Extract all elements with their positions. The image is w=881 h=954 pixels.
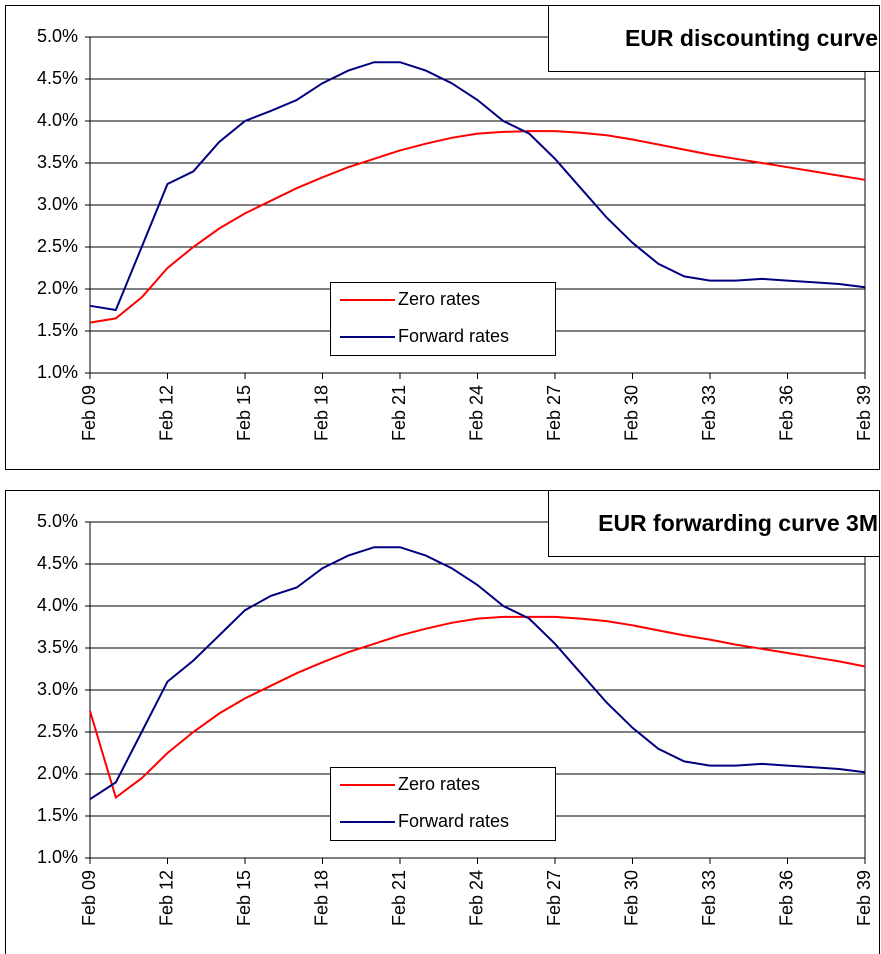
- y-tick-label: 3.0%: [37, 194, 78, 214]
- legend-box: [330, 767, 556, 841]
- series-line: [89, 61, 866, 312]
- x-tick-label: Feb 12: [156, 870, 176, 926]
- x-tick-label: Feb 36: [776, 870, 796, 926]
- y-tick-label: 3.0%: [37, 679, 78, 699]
- chart-frame: [5, 490, 880, 954]
- series-line: [89, 130, 866, 324]
- legend-label: Forward rates: [398, 326, 509, 346]
- x-tick-label: Feb 39: [854, 870, 874, 926]
- x-tick-label: Feb 18: [311, 385, 331, 441]
- y-tick-label: 4.5%: [37, 553, 78, 573]
- x-tick-label: Feb 30: [621, 385, 641, 441]
- y-tick-label: 5.0%: [37, 26, 78, 46]
- chart-title: EUR forwarding curve 3M: [598, 510, 878, 536]
- x-tick-label: Feb 36: [776, 385, 796, 441]
- title-box: [548, 490, 880, 557]
- y-tick-label: 1.5%: [37, 805, 78, 825]
- y-tick-label: 1.0%: [37, 847, 78, 867]
- y-tick-label: 2.0%: [37, 278, 78, 298]
- y-tick-label: 3.5%: [37, 637, 78, 657]
- y-tick-label: 1.0%: [37, 362, 78, 382]
- x-tick-label: Feb 09: [79, 870, 99, 926]
- y-tick-label: 4.0%: [37, 110, 78, 130]
- chart-title: EUR discounting curve: [625, 25, 878, 51]
- x-tick-label: Feb 09: [79, 385, 99, 441]
- series-line: [89, 546, 866, 801]
- y-tick-label: 2.5%: [37, 236, 78, 256]
- x-tick-label: Feb 21: [389, 385, 409, 441]
- x-tick-label: Feb 18: [311, 870, 331, 926]
- x-tick-label: Feb 39: [854, 385, 874, 441]
- x-tick-label: Feb 15: [234, 870, 254, 926]
- x-tick-label: Feb 27: [544, 870, 564, 926]
- x-tick-label: Feb 12: [156, 385, 176, 441]
- y-tick-label: 5.0%: [37, 511, 78, 531]
- legend-label: Forward rates: [398, 811, 509, 831]
- x-tick-label: Feb 24: [466, 870, 486, 926]
- title-box: [548, 5, 880, 72]
- x-tick-label: Feb 15: [234, 385, 254, 441]
- x-tick-label: Feb 24: [466, 385, 486, 441]
- chart: 1.0% 1.5% 2.0% 2.5% 3.0% 3.5% 4.0% 4.5% 5.0% Feb …: [5, 490, 880, 954]
- chart-frame: [5, 5, 880, 470]
- y-tick-label: 2.5%: [37, 721, 78, 741]
- y-tick-label: 4.5%: [37, 68, 78, 88]
- y-tick-label: 4.0%: [37, 595, 78, 615]
- series-line: [89, 615, 866, 800]
- x-tick-label: Feb 21: [389, 870, 409, 926]
- x-tick-label: Feb 27: [544, 385, 564, 441]
- x-tick-label: Feb 30: [621, 870, 641, 926]
- y-tick-label: 1.5%: [37, 320, 78, 340]
- y-tick-label: 2.0%: [37, 763, 78, 783]
- x-tick-label: Feb 33: [699, 385, 719, 441]
- chart: 1.0% 1.5% 2.0% 2.5% 3.0% 3.5% 4.0% 4.5% 5.0% Feb …: [5, 5, 880, 470]
- legend-label: Zero rates: [398, 289, 480, 309]
- y-tick-label: 3.5%: [37, 152, 78, 172]
- x-tick-label: Feb 33: [699, 870, 719, 926]
- legend-label: Zero rates: [398, 774, 480, 794]
- legend-box: [330, 282, 556, 356]
